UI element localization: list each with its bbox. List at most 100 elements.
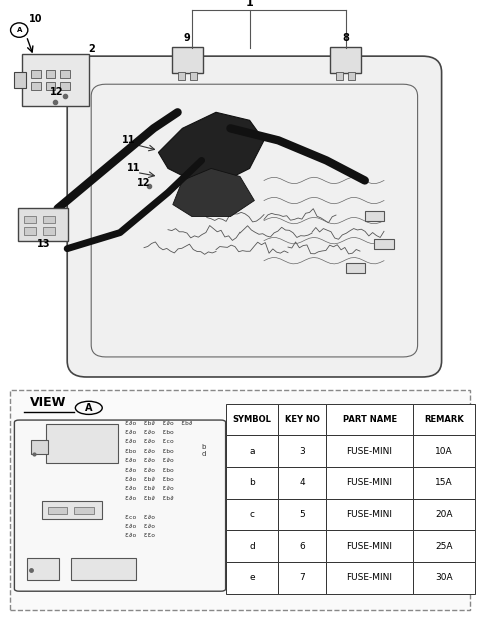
Text: ε∂o  εb∂  ε∂o: ε∂o εb∂ ε∂o [125, 486, 174, 491]
FancyBboxPatch shape [10, 389, 470, 610]
Text: KEY NO: KEY NO [285, 415, 320, 424]
FancyBboxPatch shape [46, 82, 55, 90]
FancyBboxPatch shape [413, 530, 475, 562]
Text: A: A [85, 403, 93, 413]
FancyBboxPatch shape [22, 54, 89, 106]
FancyBboxPatch shape [48, 507, 67, 514]
Text: a: a [249, 447, 255, 455]
Text: 2: 2 [88, 44, 95, 54]
FancyBboxPatch shape [71, 558, 136, 580]
Text: ε∂o  ε∂o  εbo: ε∂o ε∂o εbo [125, 430, 174, 435]
Text: PART NAME: PART NAME [343, 415, 396, 424]
Text: ε∂o  εb∂  ε∂o  εb∂: ε∂o εb∂ ε∂o εb∂ [125, 421, 192, 426]
FancyBboxPatch shape [18, 208, 68, 241]
Text: ε∂o  εb∂  εb∂: ε∂o εb∂ εb∂ [125, 496, 174, 501]
Text: FUSE-MINI: FUSE-MINI [347, 447, 393, 455]
Text: ε∂o  εb∂  εbo: ε∂o εb∂ εbo [125, 477, 174, 482]
Text: b: b [202, 444, 206, 450]
Text: e: e [249, 573, 255, 582]
FancyBboxPatch shape [278, 562, 326, 594]
Text: FUSE-MINI: FUSE-MINI [347, 510, 393, 519]
Text: 5: 5 [300, 510, 305, 519]
FancyBboxPatch shape [226, 499, 278, 530]
Text: 12: 12 [50, 88, 64, 97]
FancyBboxPatch shape [43, 228, 55, 234]
FancyBboxPatch shape [74, 507, 94, 514]
Text: 12: 12 [137, 178, 150, 188]
FancyBboxPatch shape [365, 210, 384, 221]
FancyBboxPatch shape [278, 404, 326, 436]
FancyBboxPatch shape [326, 436, 413, 467]
FancyBboxPatch shape [278, 436, 326, 467]
FancyBboxPatch shape [31, 70, 41, 78]
FancyBboxPatch shape [278, 530, 326, 562]
FancyBboxPatch shape [43, 216, 55, 223]
FancyBboxPatch shape [326, 530, 413, 562]
Text: 10A: 10A [435, 447, 453, 455]
Text: 4: 4 [300, 478, 305, 487]
Text: FUSE-MINI: FUSE-MINI [347, 573, 393, 582]
FancyBboxPatch shape [413, 404, 475, 436]
FancyBboxPatch shape [346, 263, 365, 273]
FancyBboxPatch shape [27, 558, 59, 580]
FancyBboxPatch shape [278, 499, 326, 530]
FancyBboxPatch shape [24, 216, 36, 223]
Text: 25A: 25A [435, 542, 453, 550]
FancyBboxPatch shape [60, 82, 70, 90]
FancyBboxPatch shape [326, 499, 413, 530]
FancyBboxPatch shape [67, 56, 442, 377]
Text: c: c [250, 510, 254, 519]
Polygon shape [173, 168, 254, 217]
FancyBboxPatch shape [178, 72, 185, 80]
FancyBboxPatch shape [31, 440, 48, 454]
Text: εbo  ε∂o  εbo: εbo ε∂o εbo [125, 449, 174, 454]
FancyBboxPatch shape [42, 502, 102, 520]
Text: 7: 7 [300, 573, 305, 582]
Text: REMARK: REMARK [424, 415, 464, 424]
FancyBboxPatch shape [226, 530, 278, 562]
FancyBboxPatch shape [14, 420, 226, 591]
FancyBboxPatch shape [326, 467, 413, 499]
FancyBboxPatch shape [374, 239, 394, 249]
Text: 11: 11 [127, 164, 141, 173]
FancyBboxPatch shape [326, 404, 413, 436]
FancyBboxPatch shape [413, 499, 475, 530]
Text: 30A: 30A [435, 573, 453, 582]
Text: 15A: 15A [435, 478, 453, 487]
Polygon shape [158, 112, 264, 180]
Text: 3: 3 [300, 447, 305, 455]
FancyBboxPatch shape [278, 467, 326, 499]
FancyBboxPatch shape [60, 70, 70, 78]
Text: 8: 8 [342, 33, 349, 43]
FancyBboxPatch shape [336, 72, 343, 80]
FancyBboxPatch shape [226, 562, 278, 594]
FancyBboxPatch shape [413, 562, 475, 594]
Text: 1: 1 [246, 0, 253, 8]
Text: 13: 13 [36, 239, 50, 249]
Text: VIEW: VIEW [30, 396, 66, 409]
Text: 11: 11 [122, 135, 136, 145]
Text: 9: 9 [184, 33, 191, 43]
Text: 10: 10 [29, 14, 42, 24]
Text: b: b [249, 478, 255, 487]
Text: ε∂o  ε∂o  ε∂o: ε∂o ε∂o ε∂o [125, 458, 174, 463]
FancyBboxPatch shape [46, 70, 55, 78]
FancyBboxPatch shape [330, 48, 361, 73]
FancyBboxPatch shape [413, 467, 475, 499]
FancyBboxPatch shape [226, 436, 278, 467]
Text: 20A: 20A [435, 510, 453, 519]
Text: ε∂o  ε∂o  εco: ε∂o ε∂o εco [125, 439, 174, 444]
FancyBboxPatch shape [226, 404, 278, 436]
FancyBboxPatch shape [413, 436, 475, 467]
Text: A: A [16, 27, 22, 33]
FancyBboxPatch shape [190, 72, 197, 80]
Text: SYMBOL: SYMBOL [233, 415, 271, 424]
Text: 6: 6 [300, 542, 305, 550]
Text: d: d [249, 542, 255, 550]
Text: ε∂o  εεo: ε∂o εεo [125, 533, 155, 538]
Text: FUSE-MINI: FUSE-MINI [347, 542, 393, 550]
Text: ε∂o  ε∂o: ε∂o ε∂o [125, 524, 155, 529]
FancyBboxPatch shape [226, 467, 278, 499]
FancyBboxPatch shape [172, 48, 203, 73]
FancyBboxPatch shape [14, 72, 26, 88]
